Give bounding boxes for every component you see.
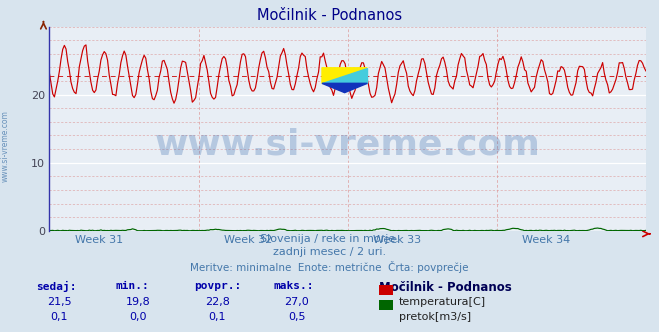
Text: 0,0: 0,0 xyxy=(130,312,147,322)
Text: 27,0: 27,0 xyxy=(284,297,309,307)
Text: zadnji mesec / 2 uri.: zadnji mesec / 2 uri. xyxy=(273,247,386,257)
Text: 19,8: 19,8 xyxy=(126,297,151,307)
Text: Slovenija / reke in morje.: Slovenija / reke in morje. xyxy=(260,234,399,244)
Text: Močilnik - Podnanos: Močilnik - Podnanos xyxy=(257,8,402,23)
Text: temperatura[C]: temperatura[C] xyxy=(399,297,486,307)
Text: Meritve: minimalne  Enote: metrične  Črta: povprečje: Meritve: minimalne Enote: metrične Črta:… xyxy=(190,261,469,273)
Polygon shape xyxy=(322,83,367,93)
Text: min.:: min.: xyxy=(115,281,149,290)
Text: 21,5: 21,5 xyxy=(47,297,72,307)
Polygon shape xyxy=(322,68,367,83)
Text: pretok[m3/s]: pretok[m3/s] xyxy=(399,312,471,322)
Text: www.si-vreme.com: www.si-vreme.com xyxy=(1,110,10,182)
Text: sedaj:: sedaj: xyxy=(36,281,76,291)
Text: povpr.:: povpr.: xyxy=(194,281,242,290)
Text: 0,5: 0,5 xyxy=(288,312,305,322)
Text: 22,8: 22,8 xyxy=(205,297,230,307)
Text: www.si-vreme.com: www.si-vreme.com xyxy=(155,128,540,162)
Text: Močilnik - Podnanos: Močilnik - Podnanos xyxy=(379,281,511,293)
Polygon shape xyxy=(322,68,367,83)
Text: 0,1: 0,1 xyxy=(51,312,68,322)
Text: 0,1: 0,1 xyxy=(209,312,226,322)
Text: maks.:: maks.: xyxy=(273,281,314,290)
